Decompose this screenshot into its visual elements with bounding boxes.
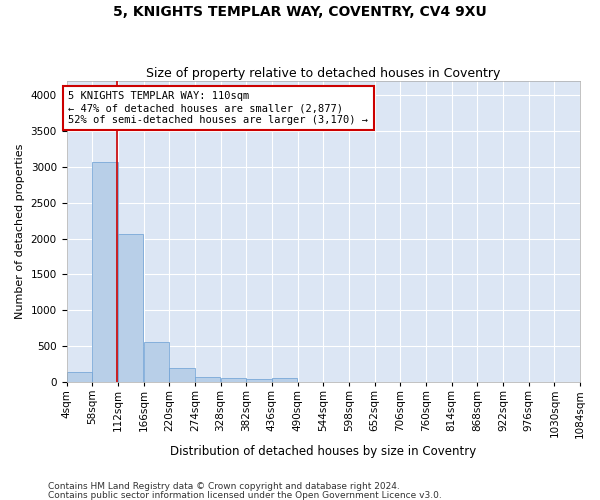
Bar xyxy=(118,234,143,382)
X-axis label: Distribution of detached houses by size in Coventry: Distribution of detached houses by size … xyxy=(170,444,476,458)
Bar xyxy=(195,376,220,382)
Text: 5 KNIGHTS TEMPLAR WAY: 110sqm
← 47% of detached houses are smaller (2,877)
52% o: 5 KNIGHTS TEMPLAR WAY: 110sqm ← 47% of d… xyxy=(68,92,368,124)
Bar xyxy=(247,380,272,382)
Bar xyxy=(169,368,195,382)
Bar xyxy=(67,372,92,382)
Bar xyxy=(272,378,298,382)
Bar xyxy=(143,342,169,382)
Bar xyxy=(92,162,118,382)
Bar xyxy=(221,378,246,382)
Text: Contains public sector information licensed under the Open Government Licence v3: Contains public sector information licen… xyxy=(48,490,442,500)
Text: 5, KNIGHTS TEMPLAR WAY, COVENTRY, CV4 9XU: 5, KNIGHTS TEMPLAR WAY, COVENTRY, CV4 9X… xyxy=(113,5,487,19)
Y-axis label: Number of detached properties: Number of detached properties xyxy=(15,144,25,319)
Text: Contains HM Land Registry data © Crown copyright and database right 2024.: Contains HM Land Registry data © Crown c… xyxy=(48,482,400,491)
Title: Size of property relative to detached houses in Coventry: Size of property relative to detached ho… xyxy=(146,66,500,80)
